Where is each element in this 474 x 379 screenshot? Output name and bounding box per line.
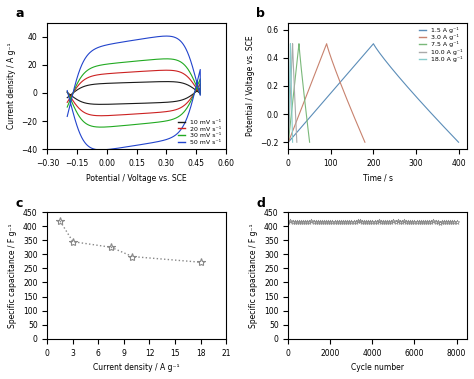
Y-axis label: Specific capacitance / F g⁻¹: Specific capacitance / F g⁻¹ [9, 223, 18, 328]
Y-axis label: Potential / Voltage vs. SCE: Potential / Voltage vs. SCE [246, 36, 255, 136]
X-axis label: Potential / Voltage vs. SCE: Potential / Voltage vs. SCE [86, 174, 187, 183]
Text: a: a [15, 7, 24, 20]
X-axis label: Current density / A g⁻¹: Current density / A g⁻¹ [93, 363, 180, 372]
Y-axis label: Specific capacitance / F g⁻¹: Specific capacitance / F g⁻¹ [249, 223, 258, 328]
X-axis label: Time / s: Time / s [363, 174, 392, 183]
Text: c: c [15, 197, 23, 210]
X-axis label: Cycle number: Cycle number [351, 363, 404, 372]
Y-axis label: Current density / A g⁻¹: Current density / A g⁻¹ [7, 43, 16, 129]
Legend: 10 mV s⁻¹, 20 mV s⁻¹, 30 mV s⁻¹, 50 mV s⁻¹: 10 mV s⁻¹, 20 mV s⁻¹, 30 mV s⁻¹, 50 mV s… [177, 118, 223, 146]
Text: d: d [256, 197, 265, 210]
Legend: 1.5 A g⁻¹, 3.0 A g⁻¹, 7.5 A g⁻¹, 10.0 A g⁻¹, 18.0 A g⁻¹: 1.5 A g⁻¹, 3.0 A g⁻¹, 7.5 A g⁻¹, 10.0 A … [417, 26, 464, 63]
Text: b: b [256, 7, 265, 20]
